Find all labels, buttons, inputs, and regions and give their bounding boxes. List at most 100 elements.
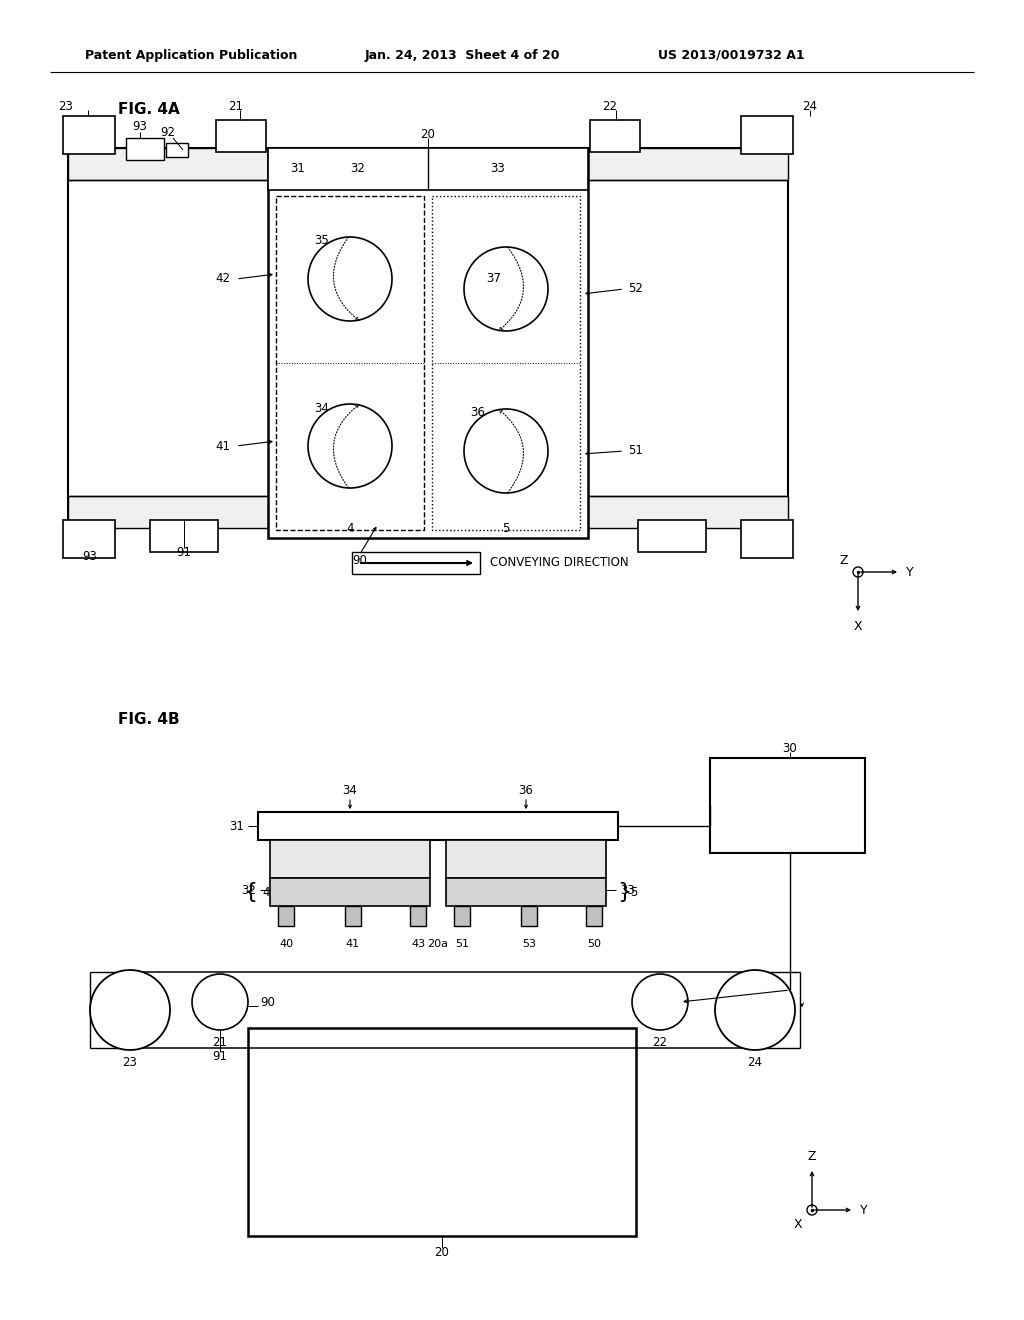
Bar bbox=[268, 148, 588, 190]
Circle shape bbox=[193, 974, 248, 1030]
Bar bbox=[248, 1028, 636, 1236]
Text: 21: 21 bbox=[228, 99, 244, 112]
Bar bbox=[454, 906, 470, 927]
Text: 36: 36 bbox=[518, 784, 534, 796]
Text: 5: 5 bbox=[503, 521, 510, 535]
Bar bbox=[446, 878, 606, 906]
Text: 20: 20 bbox=[434, 1246, 450, 1258]
Text: 91: 91 bbox=[213, 1049, 227, 1063]
Circle shape bbox=[90, 970, 170, 1049]
Text: 24: 24 bbox=[748, 1056, 763, 1068]
Bar bbox=[586, 906, 602, 927]
Text: FIG. 4B: FIG. 4B bbox=[118, 713, 179, 727]
Bar bbox=[276, 195, 424, 531]
Text: 51: 51 bbox=[629, 445, 643, 458]
Bar bbox=[741, 116, 793, 154]
Bar bbox=[410, 906, 426, 927]
Text: Y: Y bbox=[906, 565, 913, 578]
Text: 40: 40 bbox=[279, 939, 293, 949]
Text: 21: 21 bbox=[213, 1035, 227, 1048]
Text: 41: 41 bbox=[215, 440, 230, 453]
Text: 37: 37 bbox=[486, 272, 502, 285]
Text: FIG. 4A: FIG. 4A bbox=[118, 103, 180, 117]
Text: 22: 22 bbox=[602, 99, 617, 112]
Text: 31: 31 bbox=[291, 161, 305, 174]
Bar bbox=[590, 120, 640, 152]
Bar bbox=[352, 552, 480, 574]
Text: 34: 34 bbox=[314, 401, 330, 414]
Circle shape bbox=[308, 238, 392, 321]
Bar bbox=[278, 906, 294, 927]
Bar bbox=[446, 840, 606, 878]
Bar bbox=[432, 195, 580, 531]
Text: 23: 23 bbox=[123, 1056, 137, 1068]
Text: X: X bbox=[854, 619, 862, 632]
Bar bbox=[68, 148, 788, 528]
Text: 33: 33 bbox=[620, 883, 635, 896]
Text: 30: 30 bbox=[782, 742, 798, 755]
Text: 41: 41 bbox=[346, 939, 360, 949]
Circle shape bbox=[632, 974, 688, 1030]
Text: {: { bbox=[243, 882, 257, 902]
Bar bbox=[521, 906, 537, 927]
Text: Y: Y bbox=[860, 1204, 867, 1217]
Bar bbox=[268, 148, 588, 539]
Bar bbox=[710, 758, 865, 853]
Bar bbox=[258, 812, 618, 840]
Bar bbox=[270, 840, 430, 878]
Bar bbox=[741, 520, 793, 558]
Bar bbox=[126, 139, 164, 160]
Text: 23: 23 bbox=[58, 99, 74, 112]
Text: }: } bbox=[616, 882, 631, 902]
Bar bbox=[436, 370, 575, 523]
Text: CONVEYING DIRECTION: CONVEYING DIRECTION bbox=[490, 557, 629, 569]
Circle shape bbox=[308, 404, 392, 488]
Text: 90: 90 bbox=[352, 553, 368, 566]
Circle shape bbox=[715, 970, 795, 1049]
Text: 90: 90 bbox=[260, 995, 274, 1008]
Text: 50: 50 bbox=[587, 939, 601, 949]
Text: 91: 91 bbox=[176, 546, 191, 560]
Text: 4: 4 bbox=[346, 521, 353, 535]
Text: 42: 42 bbox=[215, 272, 230, 285]
Text: 93: 93 bbox=[132, 120, 147, 132]
Circle shape bbox=[464, 247, 548, 331]
Bar bbox=[270, 878, 430, 906]
Bar bbox=[638, 520, 706, 552]
Text: 31: 31 bbox=[229, 820, 244, 833]
Text: 43: 43 bbox=[411, 939, 425, 949]
Text: 92: 92 bbox=[161, 127, 175, 140]
Text: Z: Z bbox=[840, 553, 848, 566]
Text: 4: 4 bbox=[262, 886, 269, 899]
Text: US 2013/0019732 A1: US 2013/0019732 A1 bbox=[658, 49, 805, 62]
Text: X: X bbox=[794, 1217, 803, 1230]
Circle shape bbox=[464, 409, 548, 492]
Text: 53: 53 bbox=[522, 939, 536, 949]
Text: 36: 36 bbox=[471, 407, 485, 420]
Text: Z: Z bbox=[808, 1150, 816, 1163]
Text: 52: 52 bbox=[629, 282, 643, 296]
Text: 24: 24 bbox=[803, 99, 817, 112]
Text: 20: 20 bbox=[421, 128, 435, 140]
Bar bbox=[63, 116, 115, 154]
Text: 22: 22 bbox=[652, 1035, 668, 1048]
Text: 20a: 20a bbox=[427, 939, 449, 949]
Bar bbox=[150, 520, 218, 552]
Bar bbox=[68, 496, 788, 528]
Bar bbox=[345, 906, 361, 927]
Bar bbox=[68, 148, 788, 180]
Bar bbox=[436, 203, 575, 356]
Bar bbox=[166, 143, 188, 157]
Text: 35: 35 bbox=[314, 235, 330, 248]
Text: 32: 32 bbox=[350, 161, 366, 174]
Text: 34: 34 bbox=[343, 784, 357, 796]
Text: 5: 5 bbox=[630, 886, 637, 899]
Text: 33: 33 bbox=[490, 161, 506, 174]
Text: Jan. 24, 2013  Sheet 4 of 20: Jan. 24, 2013 Sheet 4 of 20 bbox=[365, 49, 560, 62]
Bar bbox=[216, 120, 266, 152]
Text: 93: 93 bbox=[83, 549, 97, 562]
Bar bbox=[63, 520, 115, 558]
Text: 32: 32 bbox=[241, 883, 256, 896]
Text: 51: 51 bbox=[455, 939, 469, 949]
Text: Patent Application Publication: Patent Application Publication bbox=[85, 49, 297, 62]
